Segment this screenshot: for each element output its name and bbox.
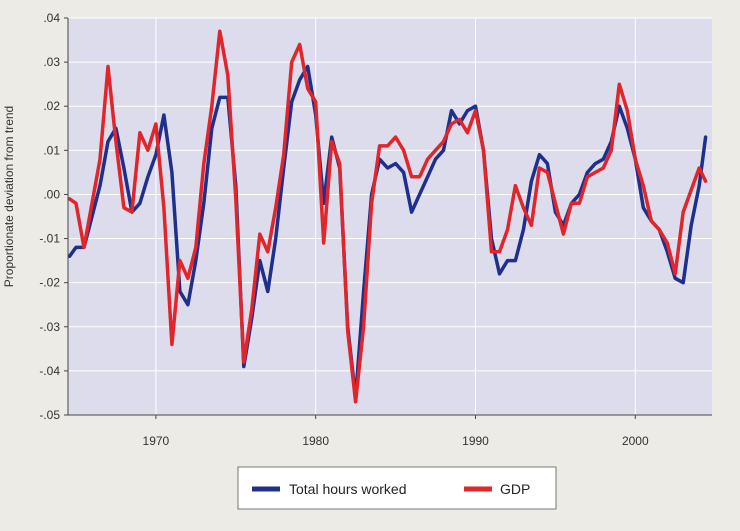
- y-tick-label: .00: [43, 187, 60, 201]
- x-tick-label: 1970: [143, 434, 170, 448]
- series-hours-line: [67, 64, 708, 400]
- y-tick-label: -.05: [39, 408, 60, 422]
- y-tick-label: .02: [43, 99, 60, 113]
- legend-box: [237, 466, 557, 510]
- y-tick-label: .01: [43, 143, 60, 157]
- y-tick-labels: .04 .03 .02 .01 .00 -.01 -.02 -.03 -.04 -.05: [39, 11, 68, 422]
- y-tick-label: -.01: [39, 232, 60, 246]
- axes: [67, 18, 712, 416]
- x-tick-labels: 1970 1980 1990 2000: [143, 415, 649, 448]
- legend-label-hours: Total hours worked: [289, 481, 407, 497]
- x-tick-label: 2000: [622, 434, 649, 448]
- y-tick-label: -.03: [39, 320, 60, 334]
- series-layer: [67, 29, 708, 404]
- legend-label-gdp: GDP: [500, 481, 530, 497]
- legend: Total hours worked GDP: [237, 466, 557, 510]
- y-tick-label: .03: [43, 55, 60, 69]
- y-tick-label: -.04: [39, 364, 60, 378]
- series-gdp-line: [67, 29, 708, 404]
- y-tick-label: .04: [43, 11, 60, 25]
- y-tick-label: -.02: [39, 276, 60, 290]
- x-tick-label: 1990: [462, 434, 489, 448]
- x-tick-label: 1980: [302, 434, 329, 448]
- y-axis-label: Proportionate deviation from trend: [2, 106, 16, 287]
